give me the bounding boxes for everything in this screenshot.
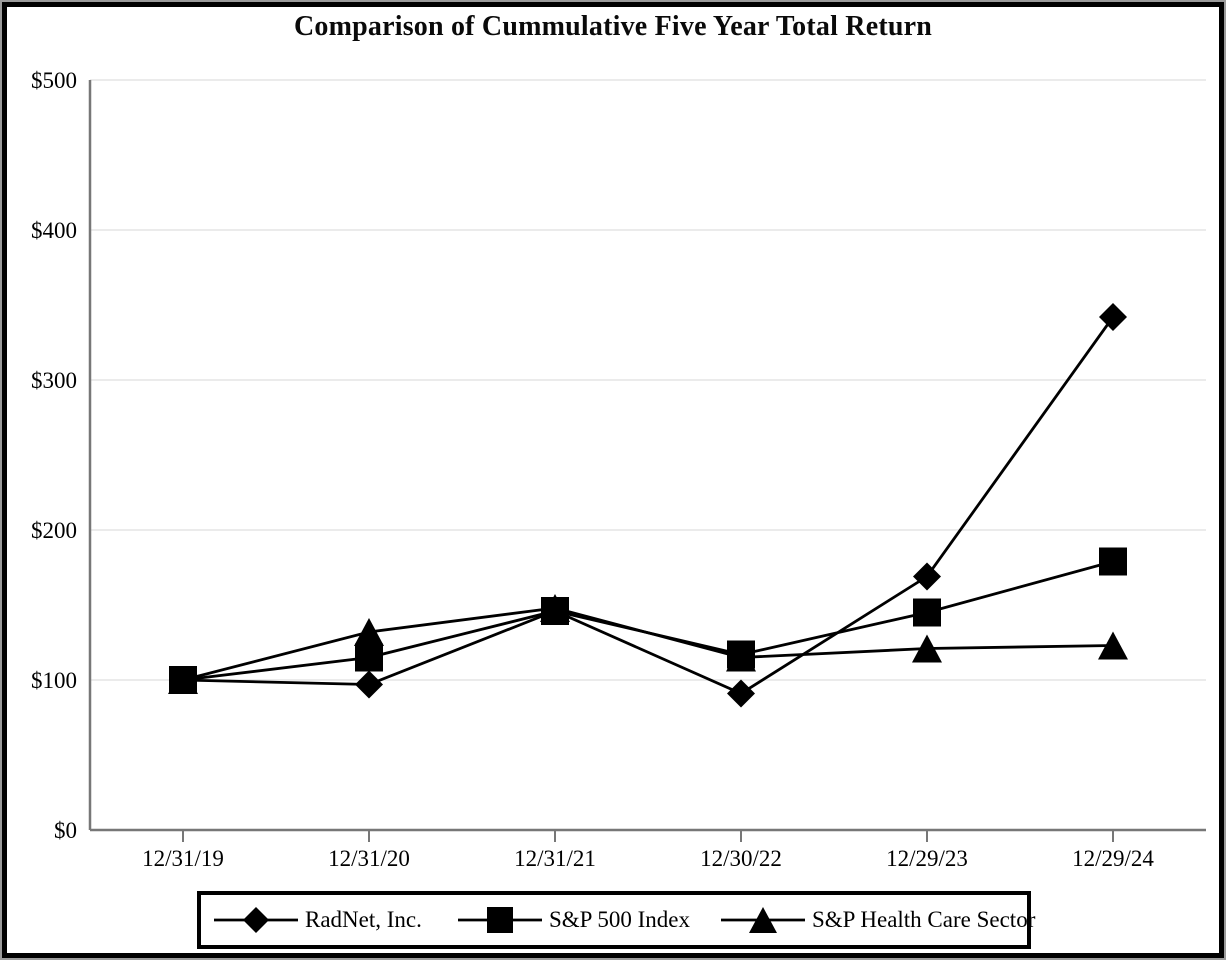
svg-text:$500: $500: [31, 68, 77, 93]
square-line-marker-icon: [458, 906, 542, 934]
svg-text:12/30/22: 12/30/22: [700, 846, 782, 871]
svg-text:12/31/20: 12/31/20: [328, 846, 410, 871]
svg-text:$400: $400: [31, 218, 77, 243]
legend-label-healthcare: S&P Health Care Sector: [812, 907, 1036, 932]
svg-text:$300: $300: [31, 368, 77, 393]
triangle-line-marker-icon: [721, 906, 805, 934]
diamond-line-marker-icon: [214, 906, 298, 934]
chart-title: Comparison of Cummulative Five Year Tota…: [293, 11, 933, 42]
legend-box: RadNet, Inc. S&P 500 Index S&P Health Ca…: [197, 891, 1035, 949]
svg-text:$0: $0: [54, 818, 77, 843]
svg-text:12/29/23: 12/29/23: [886, 846, 968, 871]
legend-entry-radnet: RadNet, Inc.: [214, 906, 422, 934]
legend-label-sp500: S&P 500 Index: [549, 907, 690, 932]
legend-entry-healthcare: S&P Health Care Sector: [721, 906, 1035, 934]
svg-text:$100: $100: [31, 668, 77, 693]
svg-text:12/31/19: 12/31/19: [142, 846, 224, 871]
svg-text:$200: $200: [31, 518, 77, 543]
svg-text:12/29/24: 12/29/24: [1072, 846, 1154, 871]
svg-text:12/31/21: 12/31/21: [514, 846, 596, 871]
legend-label-radnet: RadNet, Inc.: [305, 907, 422, 932]
legend-entry-sp500: S&P 500 Index: [458, 906, 690, 934]
